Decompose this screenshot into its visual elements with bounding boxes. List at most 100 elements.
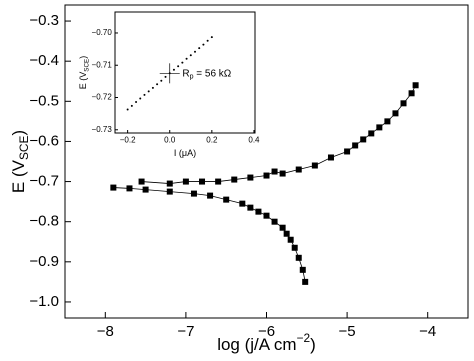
data-point <box>135 101 138 104</box>
data-point <box>263 172 270 179</box>
x-tick-label: −8 <box>97 323 114 340</box>
data-point <box>189 54 192 57</box>
data-point <box>110 184 117 191</box>
data-point <box>299 266 306 273</box>
x-axis-label-text: I (μA) <box>174 148 196 158</box>
y-axis-label: E (VSCE) <box>9 130 31 193</box>
x-tick-label: −5 <box>339 323 356 340</box>
data-point <box>239 200 246 207</box>
series-line <box>113 187 306 282</box>
y-tick-label: −0.70 <box>92 28 113 37</box>
data-point <box>182 178 189 185</box>
y-axis-label-tail: ) <box>9 130 28 136</box>
annotation: Rp = 56 kΩ <box>182 68 231 80</box>
data-point <box>384 118 391 125</box>
data-point <box>156 83 159 86</box>
data-point <box>291 244 298 251</box>
data-point <box>207 192 214 199</box>
x-axis-label-sup: −2 <box>297 331 311 345</box>
x-tick-label: 0.2 <box>206 136 218 145</box>
data-point <box>247 174 254 181</box>
data-point <box>185 57 188 60</box>
data-point <box>408 90 415 97</box>
data-point <box>263 212 270 219</box>
data-point <box>271 168 278 175</box>
data-point <box>255 208 262 215</box>
data-point <box>172 68 175 71</box>
x-axis-label: log (j/A cm−2) <box>217 331 316 354</box>
data-point <box>215 178 222 185</box>
data-point <box>130 104 133 107</box>
data-point <box>166 180 173 187</box>
data-point <box>223 196 230 203</box>
y-tick-label: −0.6 <box>29 132 59 149</box>
data-point <box>126 185 133 192</box>
data-point <box>202 43 205 46</box>
x-tick-label: −4 <box>419 323 436 340</box>
data-point <box>392 110 399 117</box>
data-point <box>295 254 302 261</box>
data-point <box>164 75 167 78</box>
data-point <box>177 65 180 68</box>
data-point <box>198 47 201 50</box>
data-point <box>143 93 146 96</box>
data-point <box>327 154 334 161</box>
y-tick-label: −0.7 <box>29 173 59 190</box>
data-point <box>295 166 302 173</box>
data-point <box>344 148 351 155</box>
data-point <box>287 236 294 243</box>
data-point <box>199 178 206 185</box>
data-point <box>147 90 150 93</box>
x-axis-label-tail: ) <box>310 335 316 354</box>
y-tick-label: −0.72 <box>92 93 113 102</box>
data-point <box>279 224 286 231</box>
y-axis-label-text: E (V <box>9 159 28 193</box>
y-axis-label-text: E (V <box>78 72 88 90</box>
data-point <box>400 100 407 107</box>
x-tick-label: 0.0 <box>164 136 176 145</box>
data-point <box>231 176 238 183</box>
data-point <box>194 50 196 53</box>
data-point <box>360 136 367 143</box>
data-point <box>142 186 149 193</box>
data-point <box>190 190 197 197</box>
data-point <box>283 230 290 237</box>
data-point <box>311 162 318 169</box>
y-tick-label: −0.3 <box>29 12 59 29</box>
x-tick-label: −6 <box>258 323 275 340</box>
data-point <box>138 178 145 185</box>
data-point <box>247 204 254 211</box>
data-point <box>368 130 375 137</box>
annotation-text: R <box>182 68 189 79</box>
x-tick-label: −0.2 <box>120 136 136 145</box>
data-point <box>139 97 142 100</box>
annotation-tail: = 56 kΩ <box>194 68 232 79</box>
data-point <box>181 61 184 64</box>
y-axis-label-sub: SCE <box>83 59 90 72</box>
data-point <box>210 36 213 39</box>
plot-frame <box>114 11 256 134</box>
data-point <box>271 218 278 225</box>
x-tick-label: −7 <box>177 323 194 340</box>
data-point <box>206 39 209 42</box>
series-line <box>141 85 416 184</box>
x-axis-label-text: log (j/A cm <box>217 335 296 354</box>
data-point <box>412 82 419 89</box>
x-tick-label: 0.4 <box>248 136 260 145</box>
data-point <box>151 86 154 89</box>
data-point <box>376 124 383 131</box>
y-tick-label: −0.9 <box>29 253 59 270</box>
data-point <box>166 188 173 195</box>
plot-frame <box>64 4 469 319</box>
y-tick-label: −0.4 <box>29 52 59 69</box>
y-axis-label: E (VSCE) <box>78 56 90 89</box>
data-point <box>126 108 129 111</box>
y-tick-label: −1.0 <box>29 293 59 310</box>
data-point <box>302 278 309 285</box>
annotation-sub: p <box>190 73 194 80</box>
data-point <box>160 79 163 82</box>
y-axis-label-sub: SCE <box>17 136 31 161</box>
data-point <box>352 142 359 149</box>
y-axis-label-tail: ) <box>78 56 88 59</box>
